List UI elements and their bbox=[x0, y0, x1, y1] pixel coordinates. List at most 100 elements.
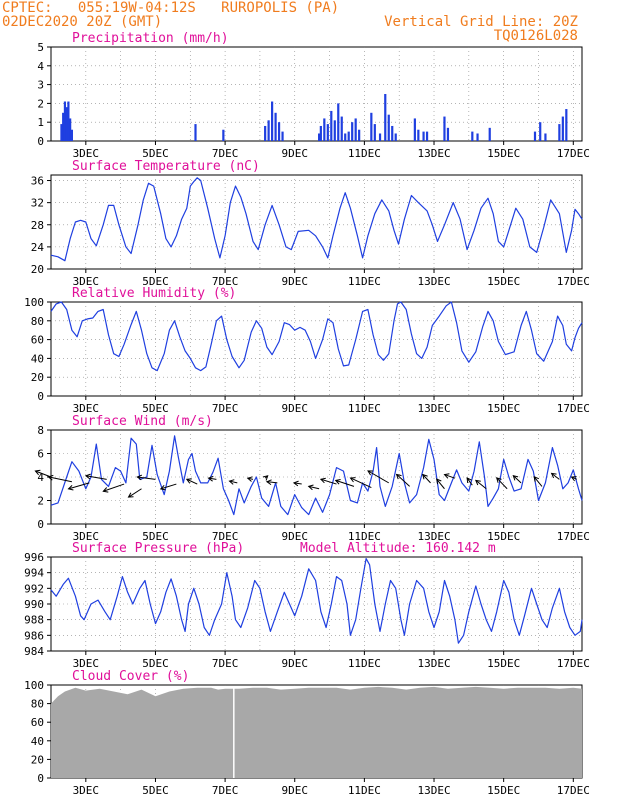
cloud-ytick-label: 100 bbox=[24, 679, 44, 692]
rh-line bbox=[50, 301, 583, 372]
wind-arrow bbox=[293, 482, 302, 485]
precip-bar bbox=[544, 133, 547, 141]
pressure-xtick-label: 15DEC bbox=[487, 657, 520, 670]
cloud-xtick-label: 5DEC bbox=[142, 784, 169, 797]
temp-ytick-label: 24 bbox=[31, 241, 45, 254]
wind-arrowhead bbox=[495, 477, 502, 483]
wind-arrowhead bbox=[443, 473, 450, 479]
wind-arrowhead bbox=[228, 479, 235, 485]
temp-ytick-label: 20 bbox=[31, 263, 44, 276]
precip-bar bbox=[425, 131, 429, 141]
pressure-ytick-label: 986 bbox=[24, 629, 44, 642]
temp-xtick-label: 15DEC bbox=[487, 275, 520, 288]
precip-ytick-label: 1 bbox=[37, 116, 44, 129]
wind-arrowhead bbox=[307, 484, 314, 491]
wind-arrowhead bbox=[319, 477, 326, 484]
rh-xtick-label: 7DEC bbox=[212, 402, 239, 415]
precip-ytick-label: 0 bbox=[37, 135, 44, 148]
wind-arrowhead bbox=[570, 476, 577, 482]
pressure-xtick-label: 13DEC bbox=[417, 657, 450, 670]
precip-frame bbox=[50, 46, 583, 142]
precip-title: Precipitation (mm/h) bbox=[72, 31, 229, 46]
wind-xtick-label: 17DEC bbox=[557, 530, 590, 543]
pressure-ytick-label: 994 bbox=[24, 567, 44, 580]
cloud-xtick-label: 11DEC bbox=[348, 784, 381, 797]
wind-arrow bbox=[320, 478, 337, 485]
precip-bar bbox=[60, 124, 63, 141]
rh-xtick-label: 13DEC bbox=[417, 402, 450, 415]
wind-arrowhead bbox=[265, 479, 272, 486]
wind-line bbox=[50, 435, 583, 516]
rh-ytick-label: 80 bbox=[31, 315, 44, 328]
precip-bar bbox=[70, 129, 73, 141]
wind-arrow bbox=[350, 477, 372, 489]
wind-arrow bbox=[103, 483, 125, 492]
wind-arrowhead bbox=[292, 480, 299, 487]
wind-arrow bbox=[266, 481, 278, 484]
wind-arrowhead bbox=[367, 470, 373, 476]
precip-xtick-label: 3DEC bbox=[73, 147, 100, 160]
pressure-xtick-label: 11DEC bbox=[348, 657, 381, 670]
precip-bar bbox=[222, 129, 225, 141]
precip-bar bbox=[69, 118, 72, 141]
precip-bar bbox=[471, 131, 474, 141]
wind-ytick-label: 4 bbox=[37, 471, 44, 484]
rh-xtick-label: 5DEC bbox=[142, 402, 169, 415]
wind-xtick-label: 13DEC bbox=[417, 530, 450, 543]
run-datetime: 02DEC2020 20Z (GMT) bbox=[2, 14, 163, 30]
wind-arrowhead bbox=[421, 473, 428, 480]
precip-bar bbox=[319, 125, 322, 141]
rh-ytick-label: 40 bbox=[31, 352, 44, 365]
precip-bar bbox=[194, 124, 197, 141]
precip-xtick-label: 17DEC bbox=[557, 147, 590, 160]
precip-bar bbox=[323, 118, 326, 141]
cloud-ytick-label: 20 bbox=[31, 753, 44, 766]
precip-ytick-label: 5 bbox=[37, 41, 44, 54]
cloud-area bbox=[51, 686, 582, 778]
wind-arrowhead bbox=[127, 492, 134, 498]
cloud-ytick-label: 60 bbox=[31, 716, 44, 729]
pressure-line bbox=[50, 558, 583, 644]
temp-title: Surface Temperature (nC) bbox=[72, 159, 260, 174]
wind-arrow bbox=[48, 476, 72, 483]
wind-arrowhead bbox=[159, 484, 166, 491]
rh-xtick-label: 9DEC bbox=[281, 402, 308, 415]
wind-arrow bbox=[367, 470, 390, 484]
wind-arrow bbox=[308, 485, 320, 490]
station-title: CPTEC: 055:19W-04:12S RUROPOLIS (PA) bbox=[2, 0, 340, 16]
wind-arrowhead bbox=[466, 477, 472, 484]
precip-bar bbox=[67, 101, 70, 141]
wind-xtick-label: 15DEC bbox=[487, 530, 520, 543]
precip-bar bbox=[539, 122, 542, 141]
precip-bar bbox=[561, 116, 564, 141]
precip-bar bbox=[337, 103, 340, 141]
wind-arrow bbox=[551, 472, 560, 480]
wind-arrowhead bbox=[395, 473, 402, 480]
wind-arrowhead bbox=[136, 474, 143, 481]
wind-xtick-label: 5DEC bbox=[142, 530, 169, 543]
wind-arrow bbox=[496, 477, 508, 490]
rh-ytick-label: 60 bbox=[31, 334, 44, 347]
cloud-ytick-label: 80 bbox=[31, 698, 44, 711]
wind-arrow bbox=[137, 476, 156, 480]
wind-arrow bbox=[475, 479, 487, 490]
rh-xtick-label: 3DEC bbox=[73, 402, 100, 415]
wind-xtick-label: 11DEC bbox=[348, 530, 381, 543]
wind-arrow bbox=[128, 488, 142, 498]
rh-xtick-label: 11DEC bbox=[348, 402, 381, 415]
precip-bar bbox=[326, 124, 329, 141]
pressure-title: Surface Pressure (hPa) bbox=[72, 541, 244, 556]
wind-arrowhead bbox=[533, 475, 539, 482]
precip-bar bbox=[318, 133, 321, 141]
wind-arrowhead bbox=[474, 479, 481, 486]
pressure-ytick-label: 990 bbox=[24, 598, 44, 611]
cloud-xtick-label: 7DEC bbox=[212, 784, 239, 797]
rh-ytick-label: 100 bbox=[24, 296, 44, 309]
wind-arrow bbox=[229, 480, 238, 484]
cloud-xtick-label: 15DEC bbox=[487, 784, 520, 797]
pressure-ytick-label: 988 bbox=[24, 614, 44, 627]
precip-bar bbox=[476, 133, 479, 141]
precip-xtick-label: 15DEC bbox=[487, 147, 520, 160]
rh-xtick-label: 15DEC bbox=[487, 402, 520, 415]
precip-bar bbox=[488, 127, 491, 141]
